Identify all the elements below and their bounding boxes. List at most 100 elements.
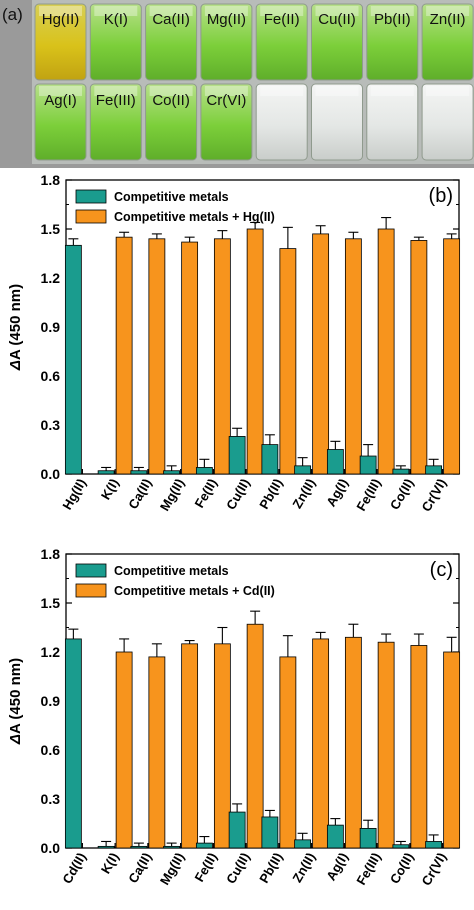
x-tick-label: Cr(VI) xyxy=(419,850,450,888)
y-axis-label: ΔA (450 nm) xyxy=(7,658,24,745)
bar xyxy=(246,623,264,849)
vial-cap-reflection xyxy=(39,86,82,96)
y-tick-label: 0.0 xyxy=(41,840,61,856)
legend-swatch xyxy=(75,583,107,598)
bar xyxy=(97,845,115,849)
vial-cap-reflection xyxy=(370,86,414,96)
x-tick-label: Pb(II) xyxy=(256,850,285,886)
vial-cap-reflection xyxy=(426,86,470,96)
empty-vial xyxy=(366,83,419,161)
y-tick-label: 0.3 xyxy=(41,417,61,433)
bar xyxy=(377,641,395,849)
bar xyxy=(359,827,377,849)
bar xyxy=(130,845,148,849)
bar xyxy=(312,638,330,849)
y-axis-label: ΔA (450 nm) xyxy=(7,284,24,371)
bar xyxy=(344,636,362,849)
x-tick-label: Fe(II) xyxy=(191,476,220,510)
y-axis-label-rest: A (450 nm) xyxy=(7,658,24,734)
vial-label: K(I) xyxy=(104,11,128,28)
y-tick-label: 1.8 xyxy=(41,172,61,188)
vial-photo-panel: Hg(II) K(I) Ca(II) Mg(II) Fe(II) Cu(II) Pb(II)… xyxy=(0,0,474,168)
x-tick-label: Hg(II) xyxy=(59,476,89,512)
vial-cap-reflection xyxy=(315,6,359,16)
bar xyxy=(392,468,410,475)
bar xyxy=(148,238,166,475)
empty-vial xyxy=(421,83,474,161)
vial-label: Fe(II) xyxy=(264,11,300,28)
bar xyxy=(326,824,344,849)
bar xyxy=(410,645,428,849)
vial xyxy=(145,3,198,81)
legend-label: Competitive metals + Hg(II) xyxy=(114,210,275,224)
x-tick-label: Mg(II) xyxy=(157,476,187,514)
x-tick-label: Ca(II) xyxy=(125,850,154,886)
bar xyxy=(443,238,461,475)
x-tick-label: Zn(II) xyxy=(289,476,318,511)
vial-label: Ca(II) xyxy=(152,11,190,28)
y-tick-label: 1.5 xyxy=(41,595,61,611)
y-tick-label: 0.3 xyxy=(41,791,61,807)
empty-vial xyxy=(255,83,308,161)
vial-label: Pb(II) xyxy=(374,11,411,28)
legend-swatch xyxy=(75,209,107,224)
y-tick-label: 1.2 xyxy=(41,270,61,286)
vial xyxy=(200,3,253,81)
x-tick-label: K(I) xyxy=(98,850,122,876)
y-axis-label-delta: Δ xyxy=(7,360,24,371)
chart-b: 0.0 0.3 0.6 0.9 1.2 1.5 1.8 ΔA (450 nm) Hg(II) K(… xyxy=(7,172,461,514)
y-tick-label: 0.6 xyxy=(41,368,61,384)
bar xyxy=(279,656,297,849)
bar xyxy=(294,839,312,849)
bar xyxy=(443,651,461,849)
x-tick-label: Co(II) xyxy=(387,476,417,512)
vial-cap-reflection xyxy=(204,6,248,16)
vial-label: Mg(II) xyxy=(207,11,246,28)
bar xyxy=(344,238,362,475)
panel-a-letter: (a) xyxy=(2,5,23,24)
legend-swatch xyxy=(75,563,107,578)
vial xyxy=(34,83,87,161)
vial-cap-reflection xyxy=(94,86,138,96)
y-tick-label: 0.9 xyxy=(41,693,61,709)
bar xyxy=(163,470,181,475)
chart-c: 0.0 0.3 0.6 0.9 1.2 1.5 1.8 ΔA (450 nm) Cd(II) K(… xyxy=(7,546,461,888)
vial xyxy=(311,3,363,81)
vial xyxy=(145,83,198,161)
x-tick-label: Cu(II) xyxy=(223,850,253,886)
vial xyxy=(366,3,419,81)
vial xyxy=(89,3,142,81)
x-tick-label: Cu(II) xyxy=(223,476,253,512)
vial-label: Fe(III) xyxy=(96,92,136,109)
vial-label: Ag(I) xyxy=(44,92,77,109)
x-tick-label: Ag(I) xyxy=(323,476,351,509)
vial-label: Cr(VI) xyxy=(206,92,246,109)
bar xyxy=(181,241,199,475)
x-tick-label: Fe(III) xyxy=(353,476,383,514)
bar xyxy=(195,842,213,849)
x-tick-label: Fe(II) xyxy=(191,850,220,884)
vial-label: Zn(II) xyxy=(430,11,466,28)
vial-cap-reflection xyxy=(149,6,193,16)
x-tick-label: K(I) xyxy=(98,476,122,502)
legend-label: Competitive metals xyxy=(114,564,229,578)
y-axis-label-delta: Δ xyxy=(7,734,24,745)
bar xyxy=(228,811,246,849)
bar xyxy=(195,467,213,475)
vial-cap-reflection xyxy=(315,86,359,96)
y-axis-label-rest: A (450 nm) xyxy=(7,284,24,360)
vial xyxy=(255,3,308,81)
bar xyxy=(148,656,166,849)
vial-cap-reflection xyxy=(204,86,248,96)
vial-cap-reflection xyxy=(149,86,193,96)
vial-cap-reflection xyxy=(260,6,304,16)
y-tick-label: 1.5 xyxy=(41,221,61,237)
vial-cap-reflection xyxy=(370,6,414,16)
vial-cap-reflection xyxy=(39,6,82,16)
bar xyxy=(392,844,410,849)
vial-label: Hg(II) xyxy=(42,11,80,28)
y-tick-label: 0.6 xyxy=(41,742,61,758)
bar xyxy=(261,816,279,849)
bar xyxy=(425,841,443,849)
x-tick-label: Co(II) xyxy=(387,850,417,886)
